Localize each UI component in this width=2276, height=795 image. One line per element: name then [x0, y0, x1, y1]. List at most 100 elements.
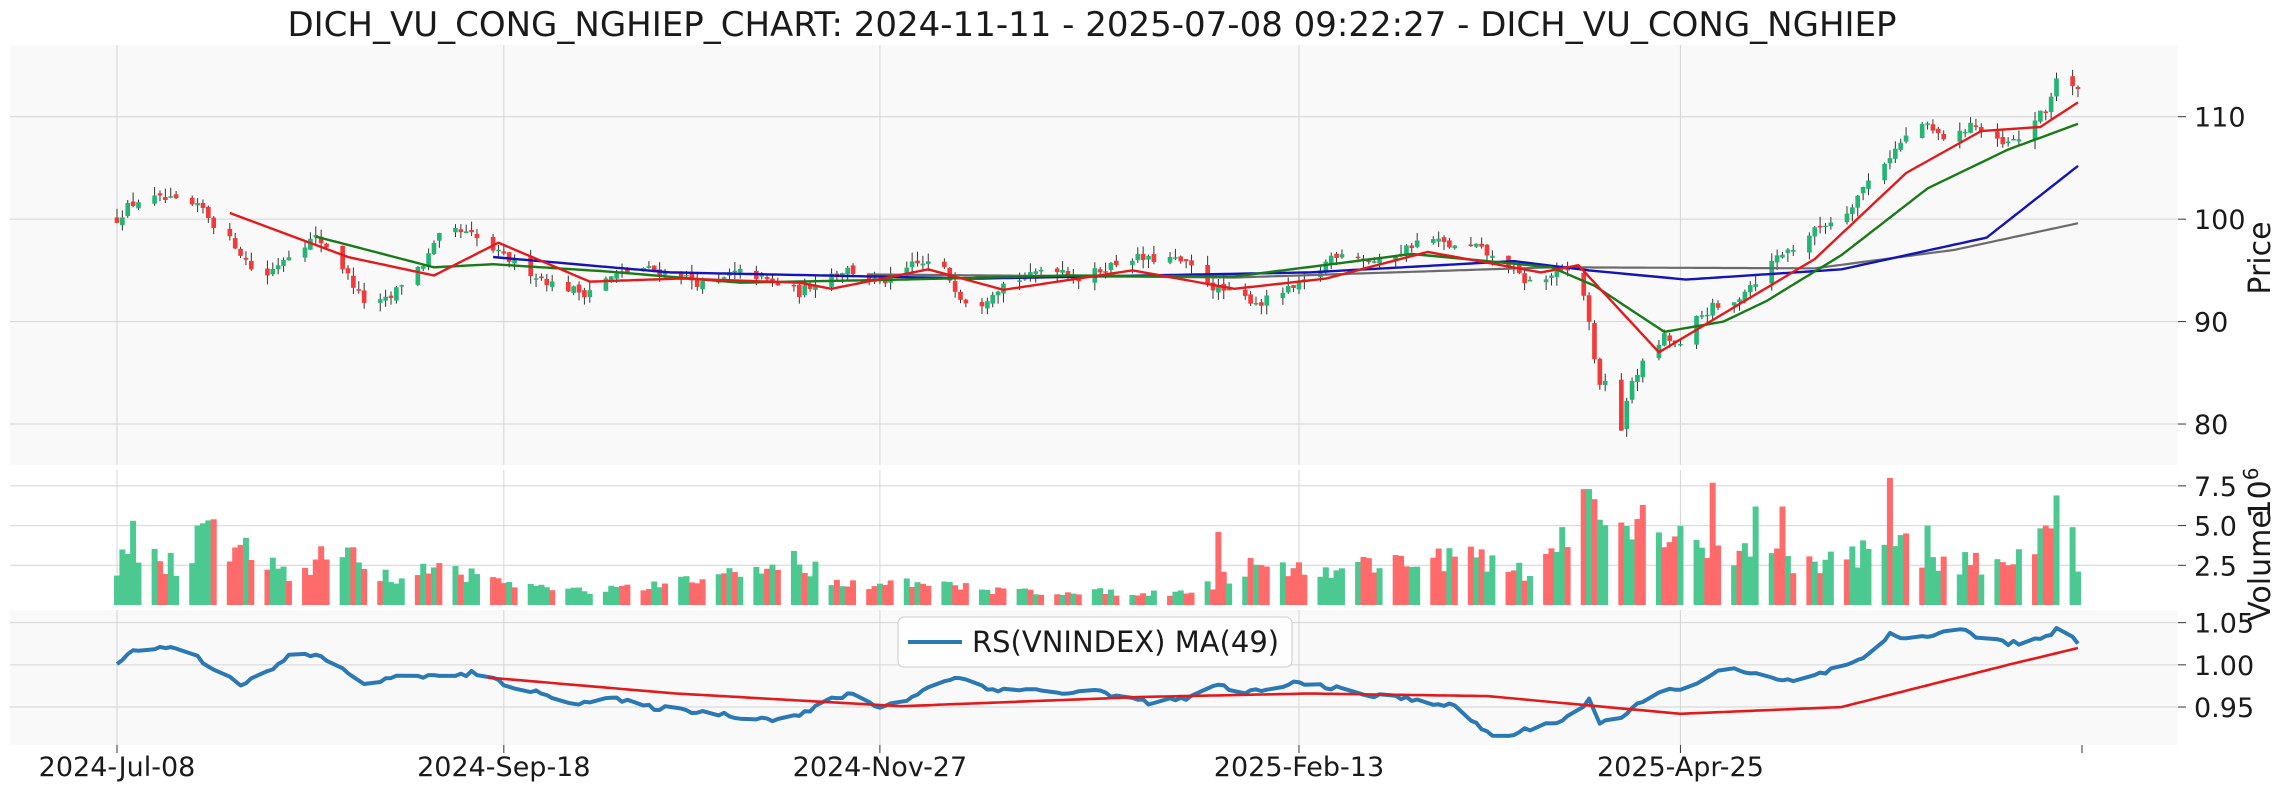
volume-bar — [1962, 552, 1969, 605]
volume-bar — [731, 572, 738, 605]
candle-body — [458, 229, 464, 233]
price-tick-label: 110 — [2194, 103, 2246, 134]
volume-bar — [699, 579, 706, 605]
candle-body — [1850, 207, 1855, 214]
volume-bar — [1892, 546, 1899, 605]
volume-bar — [302, 567, 309, 605]
candle-body — [1038, 269, 1044, 272]
volume-bar — [151, 548, 158, 605]
x-tick-label: 2024-Nov-27 — [793, 752, 968, 783]
candle-body — [1167, 256, 1173, 263]
candle-body — [694, 279, 700, 287]
volume-bar — [1618, 522, 1625, 605]
volume-bar — [941, 581, 948, 605]
volume-bar — [1430, 557, 1437, 605]
volume-bar — [753, 566, 760, 605]
x-tick-label: 2025-Apr-25 — [1597, 752, 1764, 783]
volume-bar — [581, 591, 588, 605]
candle-body — [1130, 260, 1135, 266]
volume-bar — [1295, 562, 1302, 605]
volume-bar — [1355, 561, 1362, 605]
volume-bar — [1822, 559, 1829, 605]
candle-body — [651, 265, 657, 271]
volume-bar — [533, 585, 540, 605]
volume-bar — [887, 580, 894, 605]
candle-body — [206, 206, 211, 219]
volume-bar — [463, 581, 470, 605]
rs-tick-label: 1.05 — [2194, 609, 2254, 640]
candle-body — [1323, 261, 1329, 272]
candle-body — [1581, 272, 1587, 296]
volume-bar — [1849, 546, 1856, 605]
volume-bar — [984, 589, 991, 605]
candle-body — [1919, 124, 1925, 138]
volume-bar — [248, 559, 255, 605]
volume-bar — [1392, 555, 1399, 605]
volume-bar — [570, 587, 577, 605]
candle-body — [474, 233, 480, 239]
candle-body — [152, 195, 157, 204]
volume-bar — [210, 519, 217, 605]
volume-bar — [909, 586, 916, 605]
volume-bar — [1183, 593, 1190, 605]
candle-body — [388, 295, 394, 299]
volume-bar — [586, 593, 593, 605]
candle-body — [770, 278, 775, 282]
candle-body — [576, 284, 582, 293]
candle-body — [737, 268, 743, 273]
volume-bar — [1032, 594, 1039, 605]
volume-bar — [323, 559, 330, 605]
volume-bar — [350, 547, 357, 605]
volume-bar — [490, 577, 497, 605]
volume-bar — [1038, 594, 1045, 605]
volume-bar — [189, 563, 196, 605]
candle-body — [1543, 279, 1549, 283]
volume-bar — [1467, 546, 1474, 605]
candle-body — [1151, 254, 1157, 262]
candle-body — [1549, 275, 1554, 278]
volume-bar — [199, 523, 206, 605]
volume-bar — [790, 550, 797, 605]
volume-bar — [946, 582, 953, 605]
volume-bar — [1806, 556, 1813, 605]
volume-bar — [1677, 526, 1684, 605]
volume-bar — [1000, 588, 1007, 605]
candle-body — [904, 267, 910, 275]
volume-bar — [1317, 576, 1324, 605]
volume-bar — [683, 576, 690, 605]
candle-body — [496, 249, 501, 252]
volume-bar — [1107, 589, 1114, 605]
candle-body — [211, 217, 217, 229]
volume-bar — [495, 578, 502, 605]
volume-bar — [1897, 535, 1904, 605]
volume-bar — [527, 583, 534, 605]
candle-body — [1436, 238, 1441, 242]
candle-body — [1113, 260, 1119, 266]
volume-bar — [919, 583, 926, 605]
candle-body — [1715, 303, 1721, 308]
volume-bar — [1172, 591, 1179, 605]
volume-bar — [876, 583, 883, 605]
volume-bar — [1548, 548, 1555, 605]
candle-body — [1774, 255, 1780, 263]
candle-body — [1893, 148, 1898, 159]
candle-body — [1183, 259, 1189, 262]
volume-bar — [715, 574, 722, 605]
volume-bar — [1935, 570, 1942, 605]
volume-bar — [1505, 571, 1512, 605]
volume-bar — [242, 537, 249, 605]
volume-bar — [1521, 580, 1528, 605]
volume-bar — [457, 574, 464, 605]
candle-body — [791, 284, 797, 287]
candle-body — [1753, 284, 1758, 287]
candle-body — [1447, 240, 1452, 248]
volume-bar — [114, 575, 120, 605]
volume-bar — [1666, 542, 1673, 605]
volume-bar — [1215, 531, 1222, 605]
price-tick-label: 100 — [2194, 205, 2246, 236]
ma-fast-line — [229, 101, 2079, 354]
candle-body — [136, 202, 141, 209]
candle-body — [1742, 291, 1748, 301]
chart-title: DICH_VU_CONG_NGHIEP_CHART: 2024-11-11 - … — [287, 5, 1896, 45]
